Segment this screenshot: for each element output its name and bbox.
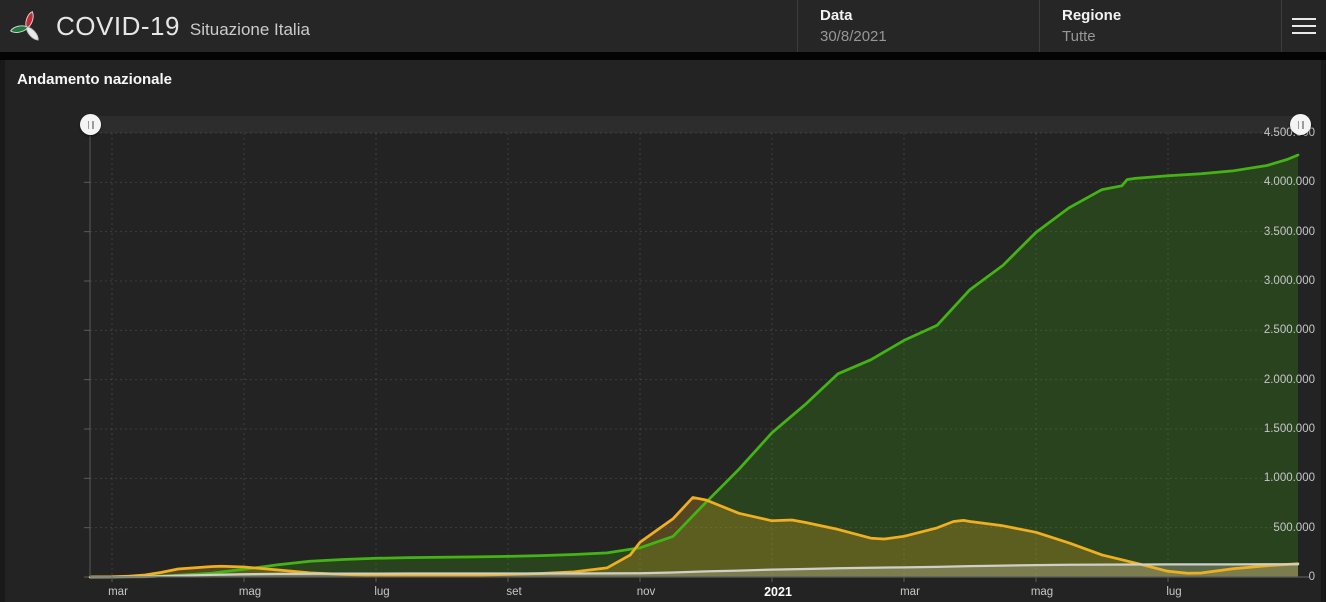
trend-chart[interactable] bbox=[84, 132, 1316, 587]
app-title: COVID-19 bbox=[56, 10, 180, 41]
region-selector-value: Tutte bbox=[1062, 28, 1096, 45]
x-tick-label: mar bbox=[108, 586, 128, 598]
brand: COVID-19 Situazione Italia bbox=[0, 0, 797, 52]
time-range-slider-handle-start[interactable] bbox=[80, 114, 101, 135]
region-selector[interactable]: Regione Tutte bbox=[1039, 0, 1281, 52]
date-selector[interactable]: Data 30/8/2021 bbox=[797, 0, 1039, 52]
y-tick-label: 3.000.000 bbox=[1263, 275, 1315, 287]
region-selector-label: Regione bbox=[1062, 7, 1122, 24]
time-range-slider-track[interactable] bbox=[90, 116, 1310, 133]
y-tick-label: 0 bbox=[1308, 571, 1315, 583]
hamburger-menu-icon[interactable] bbox=[1288, 14, 1320, 38]
date-selector-value: 30/8/2021 bbox=[820, 28, 887, 45]
y-tick-label: 3.500.000 bbox=[1263, 225, 1315, 238]
x-tick-label: lug bbox=[374, 586, 390, 598]
date-selector-label: Data bbox=[820, 7, 853, 24]
y-tick-label: 2.000.000 bbox=[1263, 373, 1315, 386]
app-subtitle: Situazione Italia bbox=[189, 19, 310, 39]
x-tick-label: nov bbox=[636, 586, 656, 598]
protezione-civile-logo-icon bbox=[9, 11, 39, 41]
header-separator bbox=[0, 52, 1326, 60]
y-tick-label: 1.500.000 bbox=[1263, 423, 1315, 435]
y-tick-label: 2.500.000 bbox=[1263, 324, 1315, 337]
x-tick-label: lug bbox=[1166, 586, 1182, 598]
x-tick-label: 2021 bbox=[764, 585, 792, 599]
x-tick-label: set bbox=[506, 586, 522, 598]
x-tick-label: mag bbox=[238, 586, 262, 598]
x-tick-label: mag bbox=[1030, 586, 1054, 598]
y-tick-label: 1.000.000 bbox=[1263, 472, 1315, 485]
app-header: COVID-19 Situazione Italia Data 30/8/202… bbox=[0, 0, 1326, 52]
national-trend-panel: Andamento nazionale 0 500.000 1.000.000 1.5… bbox=[5, 60, 1321, 602]
time-range-slider-handle-end[interactable] bbox=[1290, 114, 1311, 135]
y-tick-label: 500.000 bbox=[1273, 521, 1315, 534]
y-tick-label: 4.000.000 bbox=[1263, 176, 1315, 189]
menu-area bbox=[1281, 0, 1326, 52]
x-tick-label: mar bbox=[900, 586, 920, 598]
panel-title: Andamento nazionale bbox=[17, 71, 173, 88]
